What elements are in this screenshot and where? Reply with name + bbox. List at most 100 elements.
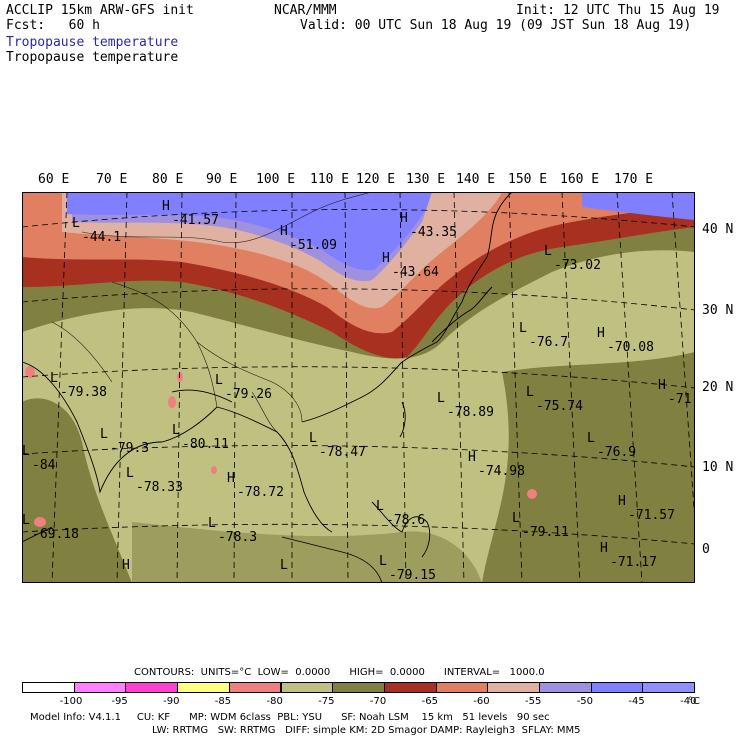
lon-label: 100 E: [256, 172, 296, 187]
fill-minus80-spot: [527, 489, 537, 499]
borders: [51, 192, 373, 433]
extremum-value: -71.17: [610, 555, 657, 570]
run-title: ACCLIP 15km ARW-GFS init: [6, 3, 194, 18]
colorbar-label: -95: [111, 696, 128, 707]
colorbar-label: -70: [369, 696, 387, 707]
extremum-value: -79.3: [110, 441, 149, 456]
high-marker: H: [280, 224, 288, 239]
fill-minus80-spot: [211, 466, 217, 474]
fill-minus70-east: [482, 352, 695, 583]
low-marker: L: [526, 385, 534, 400]
low-marker: L: [519, 321, 527, 336]
low-marker: L: [512, 511, 520, 526]
fill-minus45: [67, 192, 432, 271]
high-marker: H: [658, 378, 666, 393]
colorbar-cell: [590, 682, 644, 693]
extremum-value: -78.6: [386, 513, 425, 528]
lon-label: 160 E: [560, 172, 600, 187]
low-marker: L: [437, 391, 445, 406]
high-marker: H: [122, 558, 130, 573]
fill-minus80-spot: [25, 366, 35, 378]
lat-label: 30 N: [702, 303, 734, 318]
colorbar-cell: [642, 682, 696, 693]
extremum-value: -80.11: [182, 437, 229, 452]
colorbar-label: -50: [576, 696, 594, 707]
low-marker: L: [100, 427, 108, 442]
colorbar-label: -60: [473, 696, 490, 707]
model-info-line2: LW: RRTMG SW: RRTMG DIFF: simple KM: 2D …: [152, 725, 581, 736]
colorbar-unit: °C: [688, 696, 700, 707]
low-marker: L: [172, 423, 180, 438]
extremum-value: -79.15: [389, 568, 436, 583]
low-marker: L: [22, 444, 30, 459]
extremum-value: -43.35: [410, 225, 457, 240]
colorbar-label: -45: [628, 696, 645, 707]
low-marker: L: [50, 371, 58, 386]
extremum-value: -75.74: [536, 399, 583, 414]
extremum-value: -78.47: [319, 445, 366, 460]
model-info-line1: Model Info: V4.1.1 CU: KF MP: WDM 6class…: [30, 712, 550, 723]
extremum-value: -79.11: [522, 525, 569, 540]
fill-minus70-west: [22, 398, 132, 583]
extremum-value: -78.3: [218, 530, 257, 545]
fill-minus70-south: [132, 522, 482, 583]
extremum-value: -71.57: [628, 508, 675, 523]
colorbar-cell: [125, 682, 179, 693]
lon-label: 170 E: [614, 172, 654, 187]
lon-label: 90 E: [206, 172, 238, 187]
colorbar-cell: [22, 682, 75, 693]
fill-minus45-east: [582, 192, 695, 220]
lon-label: 60 E: [38, 172, 70, 187]
extremum-value: -84: [32, 458, 56, 473]
extremum-value: -44.1: [82, 230, 121, 245]
colorbar-label: -100: [59, 696, 83, 707]
colorbar-cell: [280, 682, 334, 693]
high-marker: H: [382, 251, 390, 266]
colorbar-label: -90: [163, 696, 180, 707]
low-marker: L: [280, 558, 288, 573]
extremum-value: -76.9: [597, 445, 636, 460]
colorbar-cell: [383, 682, 437, 693]
colorbar-label: -40: [680, 696, 697, 707]
colorbar-cell: [435, 682, 489, 693]
institution: NCAR/MMM: [274, 3, 337, 18]
extremum-value: -76.7: [529, 335, 568, 350]
lon-label: 120 E: [356, 172, 396, 187]
lon-label: 150 E: [508, 172, 548, 187]
colorbar-cell: [332, 682, 385, 693]
extremum-value: -79.38: [60, 385, 107, 400]
extremum-value: -78.89: [447, 405, 494, 420]
extremum-value: -51.09: [290, 238, 337, 253]
colorbar-label: -80: [266, 696, 283, 707]
low-marker: L: [208, 516, 216, 531]
high-marker: H: [468, 450, 476, 465]
colorbar-label: -65: [421, 696, 438, 707]
extremum-value: -71.: [668, 392, 695, 407]
valid-time: Valid: 00 UTC Sun 18 Aug 19 (09 JST Sun …: [300, 18, 692, 33]
colorbar-cell: [539, 682, 592, 693]
init-time: Init: 12 UTC Thu 15 Aug 19: [516, 3, 720, 18]
field-title-secondary: Tropopause temperature: [6, 50, 179, 65]
extremum-value: -41.57: [172, 213, 219, 228]
low-marker: L: [587, 431, 595, 446]
lat-label: 20 N: [702, 380, 734, 395]
high-marker: H: [597, 326, 605, 341]
colorbar-cell: [177, 682, 230, 693]
low-marker: L: [126, 466, 134, 481]
lon-label: 130 E: [406, 172, 446, 187]
tropopause-temperature-map: H-41.57L-44.1 H-51.09H-43.35H-43.64L-73.0…: [22, 192, 695, 583]
high-marker: H: [162, 199, 170, 214]
extremum-value: -70.08: [607, 340, 654, 355]
lon-label: 140 E: [456, 172, 496, 187]
lon-label: 80 E: [152, 172, 184, 187]
extremum-value: -74.98: [478, 464, 525, 479]
lat-label: 0: [702, 542, 710, 557]
colorbar-cell: [487, 682, 540, 693]
low-marker: L: [22, 513, 30, 528]
extremum-value: -69.18: [32, 527, 79, 542]
high-marker: H: [400, 211, 408, 226]
extrema-labels: H-41.57L-44.1 H-51.09H-43.35H-43.64L-73.0…: [22, 199, 695, 583]
low-marker: L: [544, 244, 552, 259]
colorbar-label: -75: [318, 696, 335, 707]
high-marker: H: [600, 541, 608, 556]
